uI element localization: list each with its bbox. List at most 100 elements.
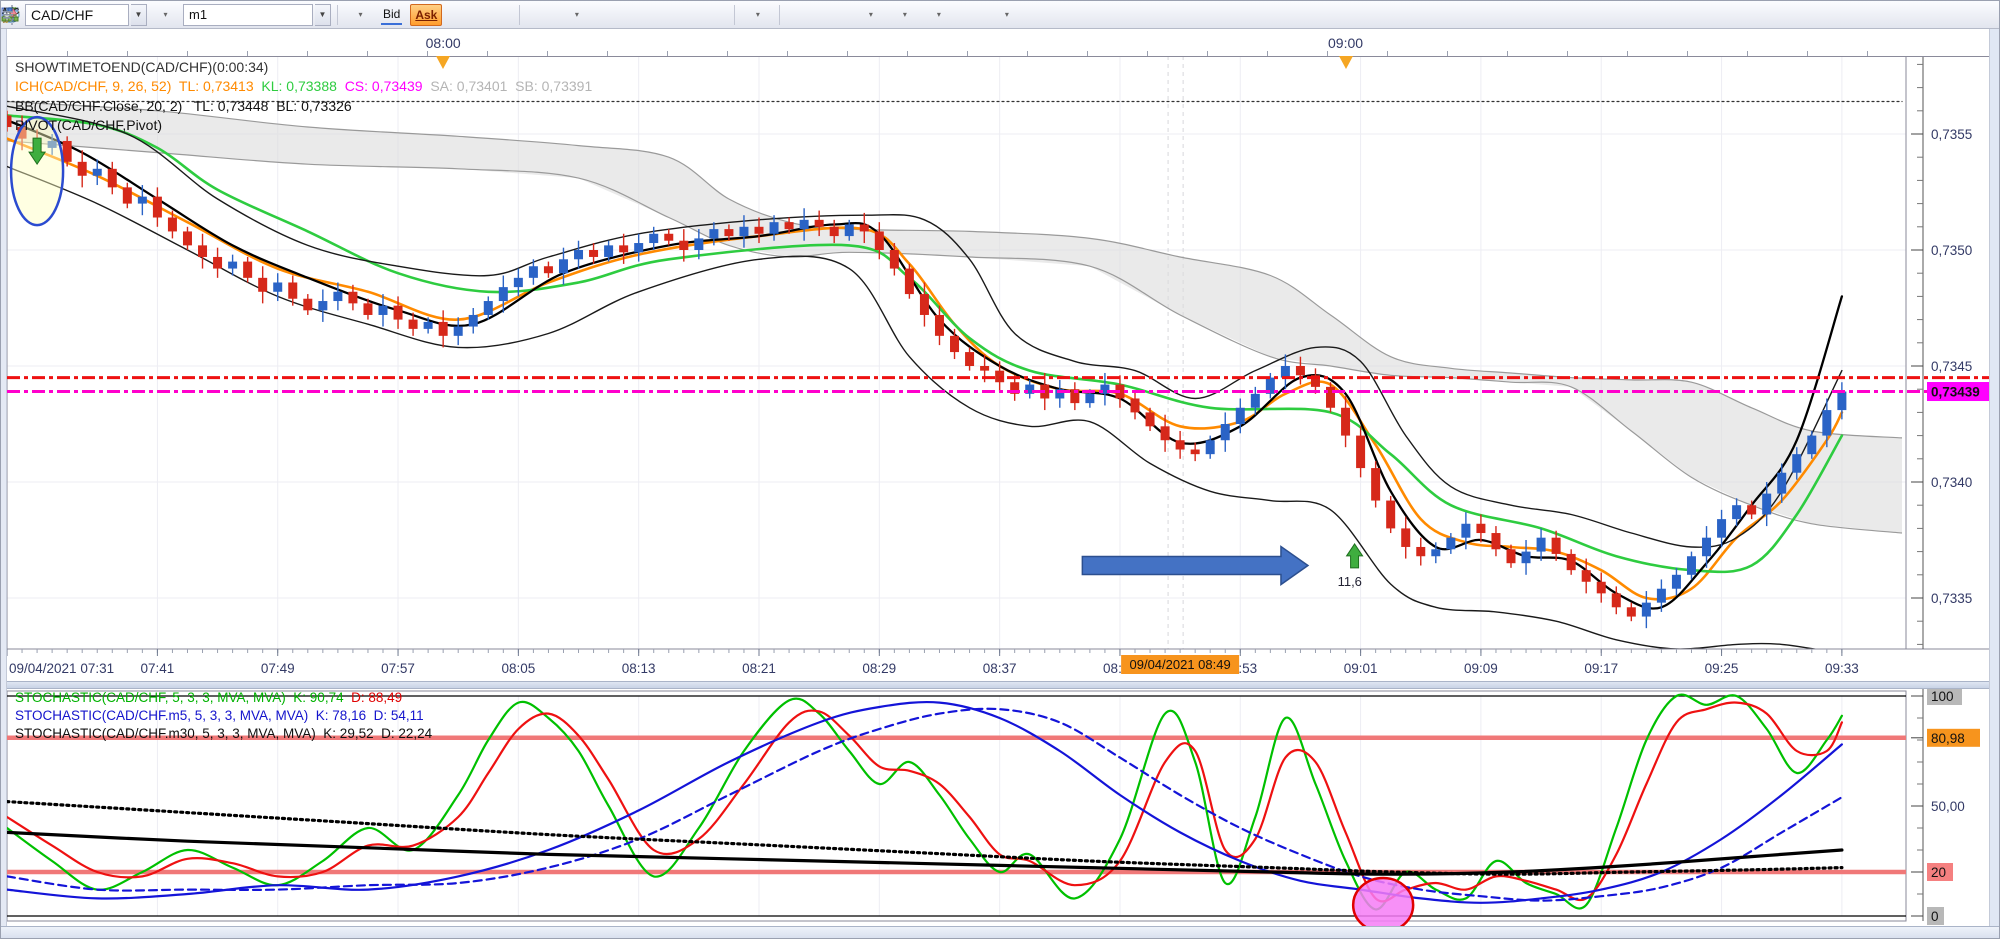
ellipse-dropdown-arrow[interactable]: ▾ xyxy=(1004,10,1009,19)
chart-type-button[interactable]: ▾ xyxy=(1,3,376,27)
ruler-tick xyxy=(367,51,368,56)
session-marker-icon xyxy=(436,56,451,69)
ruler-tick xyxy=(1747,51,1748,56)
session-marker-icon xyxy=(1338,56,1353,69)
trendline-tool-button[interactable]: ▾ xyxy=(2,3,954,27)
zoom-tool-button[interactable]: ▾ xyxy=(3,3,592,27)
link-dropdown-arrow[interactable]: ▾ xyxy=(163,10,168,19)
svg-text:0,7335: 0,7335 xyxy=(1931,591,1972,606)
chart-type-dropdown-arrow[interactable]: ▾ xyxy=(358,10,363,19)
ellipse-tool-button[interactable]: ▾ xyxy=(2,3,1022,27)
panel-splitter[interactable] xyxy=(1,681,1999,689)
ruler-tick xyxy=(1387,51,1388,56)
ask-button[interactable]: Ask xyxy=(410,3,443,26)
ruler-tick xyxy=(1147,51,1148,56)
pitchfork-dropdown-arrow[interactable]: ▾ xyxy=(868,10,873,19)
pointer-tool-button[interactable] xyxy=(4,3,558,27)
indicators-list-button[interactable]: F ▾ xyxy=(3,3,920,27)
trendline-dropdown-arrow[interactable]: ▾ xyxy=(936,10,941,19)
svg-text:08:05: 08:05 xyxy=(501,661,535,676)
legend-stoch-m30: STOCHASTIC(CAD/CHF.m30, 5, 3, 3, MVA, MV… xyxy=(15,726,433,741)
time-ruler[interactable]: 08:00 09:00 xyxy=(1,29,1999,57)
svg-text:08:13: 08:13 xyxy=(622,661,656,676)
timeframe-combo[interactable]: m1 xyxy=(183,3,313,26)
text-label-button[interactable]: ABC xyxy=(2,3,1056,27)
ruler-tick xyxy=(967,51,968,56)
web-button[interactable] xyxy=(2,3,728,27)
ruler-tick xyxy=(1267,51,1268,56)
stochastic-panel[interactable]: 100 80,98 50,00 20 0 xyxy=(1,689,2000,926)
ruler-tick xyxy=(427,51,428,56)
svg-text:09/04/2021 08:49: 09/04/2021 08:49 xyxy=(1130,657,1231,672)
symbol-combo-arrow[interactable]: ▼ xyxy=(131,3,147,26)
ruler-tool-button[interactable]: ▾ xyxy=(2,3,773,27)
eraser-tool-button[interactable] xyxy=(2,3,1090,27)
svg-text:09:33: 09:33 xyxy=(1825,661,1859,676)
svg-text:09/04/2021 07:31: 09/04/2021 07:31 xyxy=(9,661,114,676)
bid-label: Bid xyxy=(383,6,401,21)
sell-order-button[interactable] xyxy=(3,3,513,27)
ruler-tick xyxy=(127,51,128,56)
ruler-label: 08:00 xyxy=(425,35,461,51)
svg-text:0,7340: 0,7340 xyxy=(1931,475,1972,490)
toolbar-separator xyxy=(779,4,781,25)
svg-text:07:57: 07:57 xyxy=(381,661,415,676)
timeframe-label: m1 xyxy=(189,7,208,22)
timeframe-combo-arrow[interactable]: ▼ xyxy=(315,3,331,26)
ruler-tick xyxy=(1807,51,1808,56)
pitchfork-tool-button[interactable]: ▾ xyxy=(2,3,886,27)
ruler-tick xyxy=(667,51,668,56)
pencil-tool-button[interactable] xyxy=(2,3,988,27)
fit-vertical-button[interactable] xyxy=(4,3,626,27)
legend-pivot: PIVOT(CAD/CHF,Pivot) xyxy=(15,117,163,133)
legend-stoch-m1: STOCHASTIC(CAD/CHF, 5, 3, 3, MVA, MVA) K… xyxy=(15,690,403,705)
svg-text:11,6: 11,6 xyxy=(1338,574,1362,589)
svg-text:0,7345: 0,7345 xyxy=(1931,359,1972,374)
toolbar-separator xyxy=(337,4,338,25)
ruler-tick xyxy=(1627,51,1628,56)
ruler-dropdown-arrow[interactable]: ▾ xyxy=(755,10,760,19)
zoom-dropdown-arrow[interactable]: ▾ xyxy=(574,10,579,19)
ruler-tick xyxy=(1567,51,1568,56)
bid-button[interactable]: Bid xyxy=(381,5,403,25)
ruler-tick xyxy=(727,51,728,56)
svg-text:50,00: 50,00 xyxy=(1931,799,1965,814)
ruler-tick xyxy=(1087,51,1088,56)
indicators-dropdown-arrow[interactable]: ▾ xyxy=(902,10,907,19)
svg-text:08:37: 08:37 xyxy=(983,661,1017,676)
ruler-tick xyxy=(487,51,488,56)
ruler-tick xyxy=(607,51,608,56)
overflow-menu-icon xyxy=(3,10,15,21)
vertical-scrollbar[interactable] xyxy=(1989,29,1999,926)
svg-text:0,73439: 0,73439 xyxy=(1931,385,1980,400)
symbol-label: CAD/CHF xyxy=(31,6,94,23)
ruler-tick xyxy=(847,51,848,56)
ruler-tick xyxy=(1027,51,1028,56)
price-chart[interactable]: 11,6 09/04/2021 07:31 07:41 07:49 07:57 08:05… xyxy=(1,56,2000,686)
svg-text:0,7350: 0,7350 xyxy=(1931,243,1972,258)
symbol-combo[interactable]: CAD/CHF xyxy=(25,3,129,26)
ruler-tick xyxy=(67,51,68,56)
svg-text:09:17: 09:17 xyxy=(1584,661,1618,676)
move-chart-button[interactable] xyxy=(1,3,660,27)
legend-ichimoku: ICH(CAD/CHF, 9, 26, 52) TL: 0,73413 KL: … xyxy=(15,78,593,94)
ask-label: Ask xyxy=(415,7,438,22)
chart-snapshot-button[interactable] xyxy=(1,3,852,27)
legend-bollinger: BB(CAD/CHF.Close, 20, 2) TL: 0,73448 BL:… xyxy=(15,98,352,114)
horizontal-scrollbar[interactable] xyxy=(1,926,1999,938)
svg-text:100: 100 xyxy=(1931,689,1954,704)
svg-text:09:25: 09:25 xyxy=(1705,661,1739,676)
buy-order-button[interactable] xyxy=(3,3,479,27)
ruler-tick xyxy=(247,51,248,56)
add-image-button[interactable] xyxy=(1,3,818,27)
svg-text:09:01: 09:01 xyxy=(1344,661,1378,676)
link-instrument-button[interactable]: ▾ xyxy=(2,3,181,27)
ruler-tick xyxy=(307,51,308,56)
object-tree-button[interactable] xyxy=(1,3,1124,27)
toolbar-overflow-button[interactable] xyxy=(3,3,1158,27)
svg-text:07:49: 07:49 xyxy=(261,661,295,676)
svg-text:0: 0 xyxy=(1931,909,1939,924)
visibility-button[interactable] xyxy=(1,3,694,27)
svg-text:08:21: 08:21 xyxy=(742,661,776,676)
ruler-tick xyxy=(1507,51,1508,56)
